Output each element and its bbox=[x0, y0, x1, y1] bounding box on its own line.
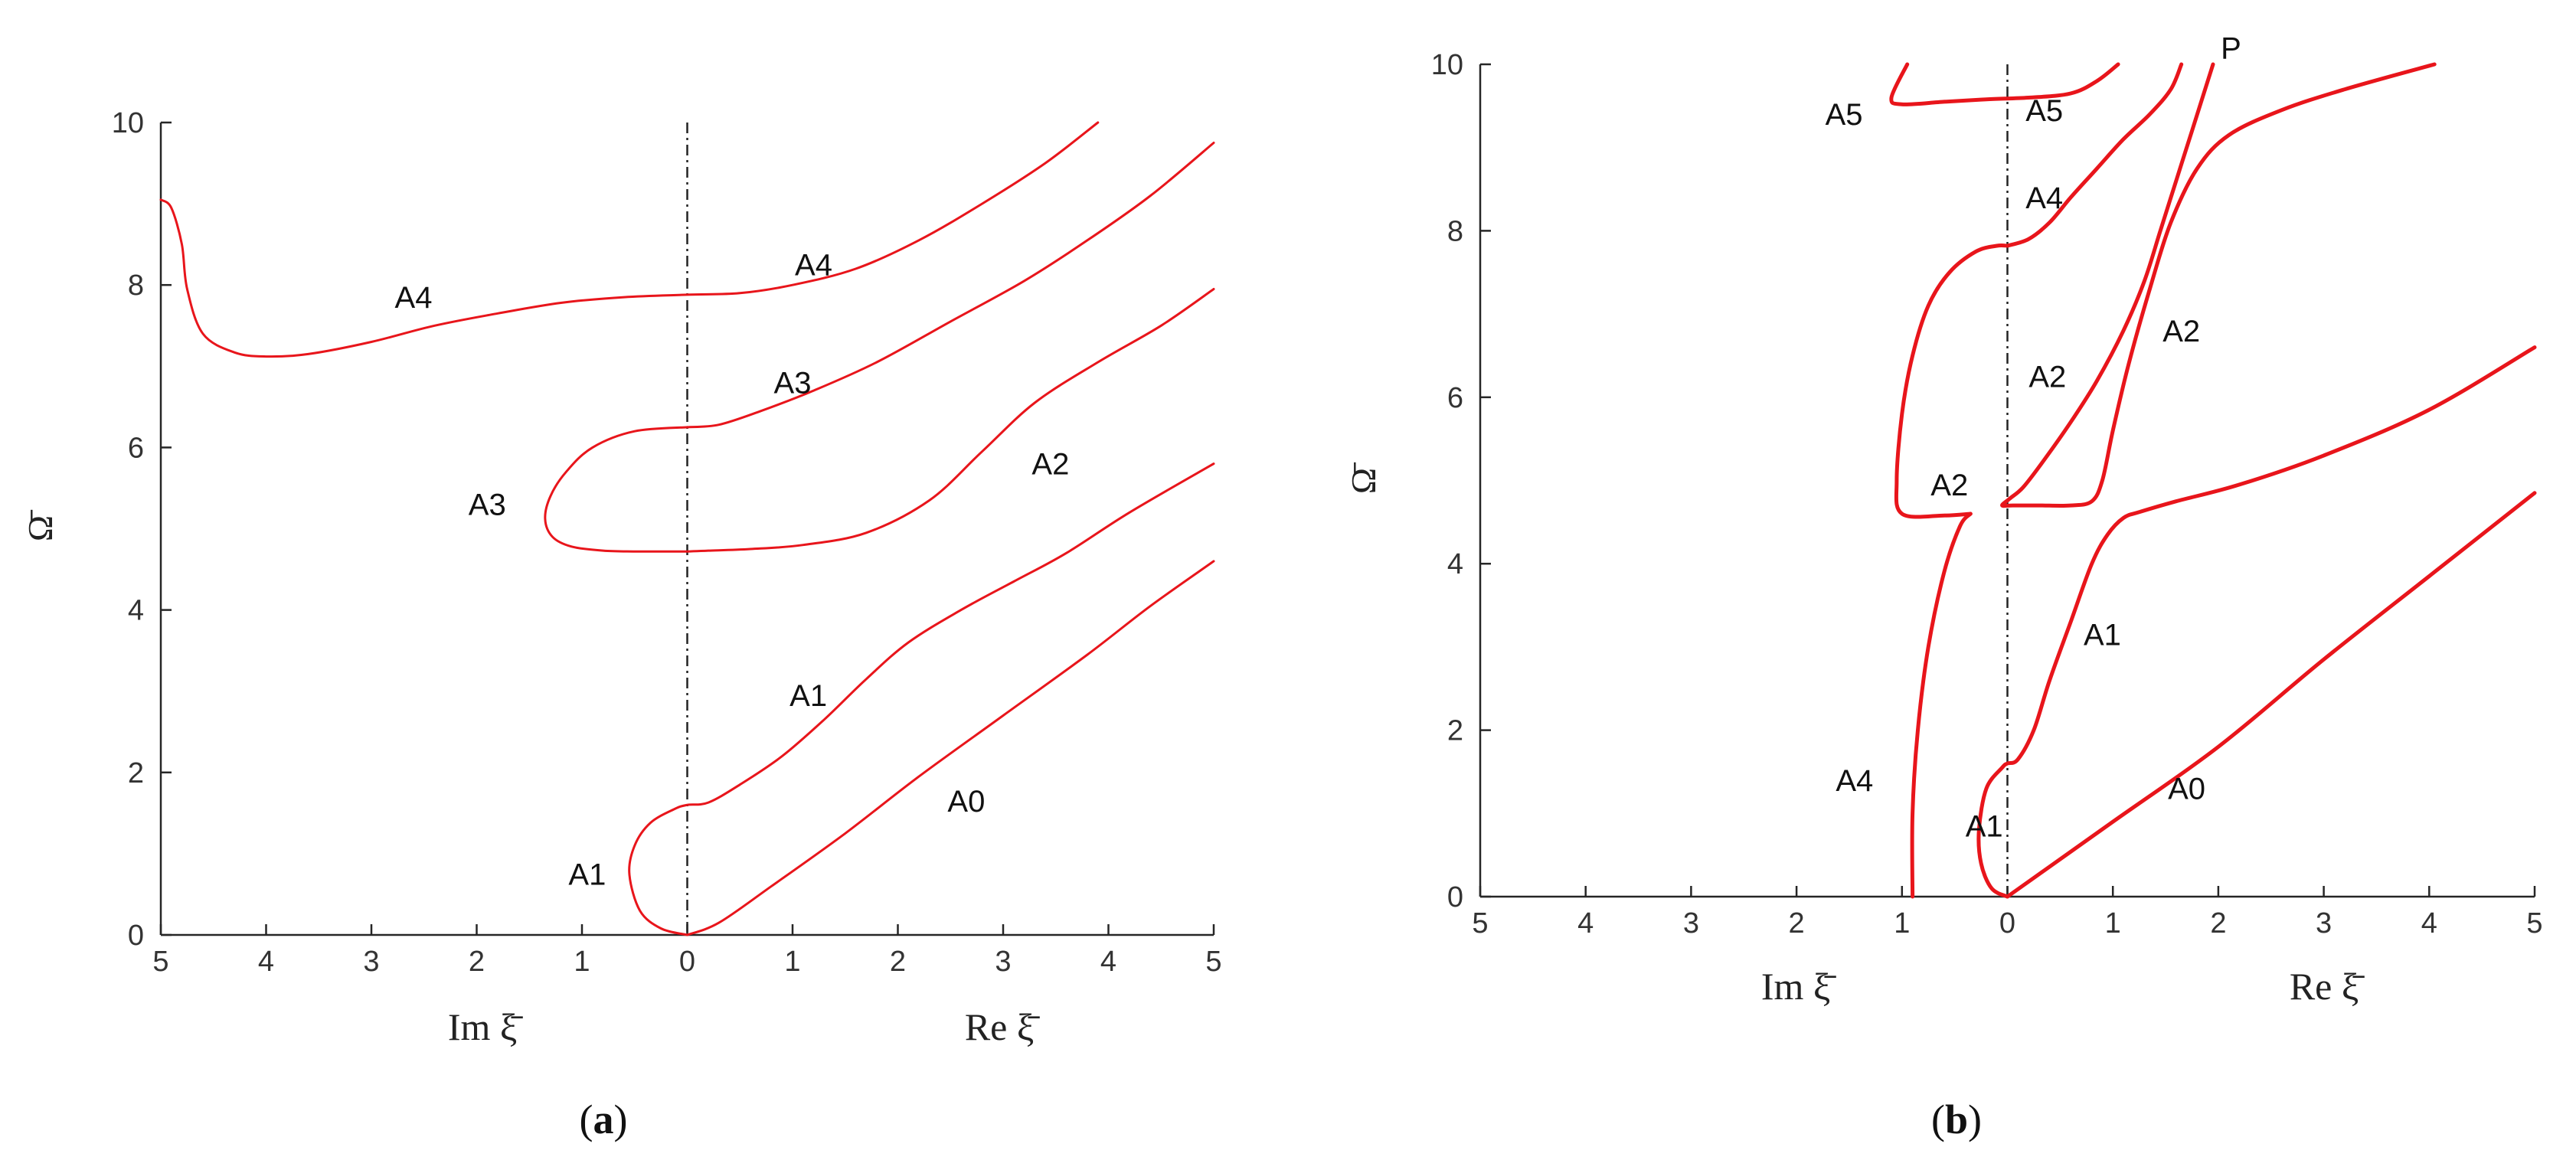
x-tick-label: 5 bbox=[2526, 907, 2542, 940]
x-axis-label-imaginary: Im ξ̄ bbox=[1761, 965, 1836, 1008]
x-tick-label: 4 bbox=[1100, 946, 1116, 978]
dispersion-curve bbox=[1910, 511, 1973, 899]
curve-label: A0 bbox=[947, 785, 985, 819]
curve-label: A4 bbox=[1836, 764, 1873, 798]
x-tick-label: 5 bbox=[1205, 946, 1221, 978]
y-tick-label: 10 bbox=[112, 107, 144, 139]
curve-label: A5 bbox=[2025, 94, 2063, 128]
curve-label: A1 bbox=[1966, 810, 2003, 844]
dispersion-curve bbox=[686, 560, 1215, 936]
y-tick-label: 0 bbox=[128, 920, 144, 952]
curve-label: A2 bbox=[1031, 448, 1069, 482]
curve-label: A5 bbox=[1826, 98, 1863, 132]
curve-label: A0 bbox=[2168, 773, 2205, 806]
curve-label: A1 bbox=[789, 679, 827, 713]
y-tick-label: 4 bbox=[128, 595, 144, 627]
dispersion-curve bbox=[2000, 62, 2437, 508]
y-tick-label: 2 bbox=[128, 757, 144, 789]
dispersion-curve bbox=[686, 142, 1215, 429]
dispersion-curve bbox=[159, 121, 1100, 358]
x-tick-label: 3 bbox=[995, 946, 1011, 978]
curve-label: A4 bbox=[2025, 181, 2063, 215]
x-tick-label: 1 bbox=[1894, 907, 1910, 940]
y-tick-label: 8 bbox=[128, 270, 144, 302]
y-tick-label: 8 bbox=[1447, 215, 1463, 247]
curve-label: A2 bbox=[2028, 361, 2066, 394]
y-tick-label: 4 bbox=[1447, 548, 1463, 580]
x-tick-label: 3 bbox=[2316, 907, 2332, 940]
curve-label: P bbox=[2221, 31, 2241, 65]
x-tick-label: 4 bbox=[2421, 907, 2437, 940]
curve-label: A4 bbox=[395, 281, 433, 315]
curve-label: A2 bbox=[1930, 469, 1968, 502]
y-axis-label: Ω̄ bbox=[1344, 462, 1383, 494]
curve-label: A1 bbox=[2084, 619, 2121, 652]
dispersion-curve bbox=[544, 288, 1215, 553]
y-tick-label: 0 bbox=[1447, 881, 1463, 913]
dispersion-curve bbox=[1976, 345, 2537, 899]
x-tick-label: 2 bbox=[890, 946, 906, 978]
x-tick-label: 1 bbox=[2105, 907, 2121, 940]
x-tick-label: 5 bbox=[1472, 907, 1488, 940]
x-tick-label: 4 bbox=[258, 946, 274, 978]
x-tick-label: 4 bbox=[1577, 907, 1594, 940]
x-tick-label: 2 bbox=[2210, 907, 2226, 940]
x-tick-label: 0 bbox=[679, 946, 695, 978]
dispersion-curve bbox=[1894, 243, 2009, 519]
curve-label: A4 bbox=[795, 249, 832, 283]
curve-label: A3 bbox=[469, 489, 506, 522]
x-tick-label: 3 bbox=[363, 946, 379, 978]
y-tick-label: 10 bbox=[1431, 49, 1463, 81]
x-tick-label: 5 bbox=[152, 946, 168, 978]
x-tick-label: 0 bbox=[1999, 907, 2015, 940]
x-tick-label: 3 bbox=[1683, 907, 1699, 940]
x-axis-label-real: Re ξ̄ bbox=[2290, 965, 2365, 1008]
y-tick-label: 6 bbox=[1447, 382, 1463, 414]
panel-caption: (b) bbox=[1931, 1096, 1982, 1142]
x-tick-label: 2 bbox=[469, 946, 485, 978]
curve-label: A1 bbox=[568, 858, 606, 891]
x-axis-label-real: Re ξ̄ bbox=[965, 1005, 1040, 1048]
y-tick-label: 2 bbox=[1447, 715, 1463, 747]
dispersion-curve bbox=[628, 462, 1215, 936]
curve-label: A2 bbox=[2162, 315, 2200, 348]
dispersion-curve bbox=[1889, 62, 2120, 106]
panel-caption: (a) bbox=[580, 1096, 628, 1142]
y-tick-label: 6 bbox=[128, 432, 144, 464]
dispersion-curve bbox=[2006, 62, 2184, 248]
y-axis-label: Ω̄ bbox=[21, 509, 60, 541]
curve-label: A3 bbox=[774, 367, 812, 400]
x-tick-label: 1 bbox=[784, 946, 800, 978]
dispersion-curve bbox=[2006, 491, 2537, 899]
x-tick-label: 2 bbox=[1789, 907, 1805, 940]
x-axis-label-imaginary: Im ξ̄ bbox=[448, 1005, 523, 1048]
x-tick-label: 1 bbox=[574, 946, 590, 978]
